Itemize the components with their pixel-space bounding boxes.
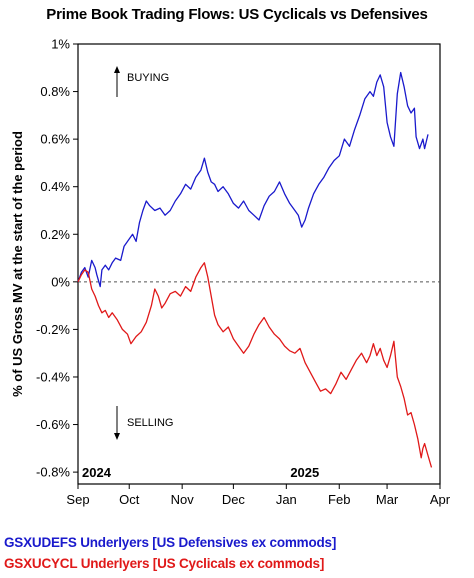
x-tick-label: Jan	[276, 492, 297, 507]
y-tick-label: -0.8%	[36, 465, 70, 480]
plot-border	[77, 43, 441, 485]
y-tick-label: -0.6%	[36, 417, 70, 432]
legend-entry-defensives: GSXUDEFS Underlyers [US Defensives ex co…	[4, 535, 337, 550]
plot-frame	[77, 43, 441, 485]
y-tick-label: 0.8%	[40, 84, 70, 99]
year-label-2024: 2024	[82, 465, 112, 480]
x-tick-label: Apr	[430, 492, 451, 507]
x-tick-label: Mar	[376, 492, 399, 507]
buying-arrow-head	[114, 66, 120, 73]
y-tick-label: 1%	[51, 37, 70, 52]
axis-ticks: 1% 0.8% 0.6% 0.4% 0.2% 0% -0.2% -0.4% -0.6% -0.8%…	[36, 37, 451, 508]
y-axis-label-group: % of US Gross MV at the start of the per…	[10, 131, 25, 397]
y-tick-label: -0.4%	[36, 369, 70, 384]
y-tick-label: 0.6%	[40, 132, 70, 147]
y-tick-label: 0%	[51, 274, 70, 289]
chart: % of US Gross MV at the start of the per…	[10, 37, 451, 508]
y-tick-label: 0.4%	[40, 179, 70, 194]
annotations: BUYING SELLING	[114, 66, 173, 440]
x-tick-label: Nov	[171, 492, 195, 507]
x-tick-label: Feb	[328, 492, 350, 507]
series-line-defensives	[77, 71, 429, 288]
y-axis-label: % of US Gross MV at the start of the per…	[10, 131, 25, 397]
buying-annotation: BUYING	[127, 72, 169, 84]
legend-entry-cyclicals: GSXUCYCL Underlyers [US Cyclicals ex com…	[4, 556, 325, 571]
series-line-cyclicals	[77, 262, 433, 468]
x-tick-label: Oct	[119, 492, 140, 507]
series-lines	[77, 71, 433, 468]
selling-arrow-head	[114, 433, 120, 440]
y-tick-label: 0.2%	[40, 227, 70, 242]
selling-annotation: SELLING	[127, 417, 173, 429]
x-tick-label: Dec	[222, 492, 246, 507]
chart-title: Prime Book Trading Flows: US Cyclicals v…	[46, 6, 428, 23]
x-tick-label: Sep	[66, 492, 89, 507]
year-label-2025: 2025	[290, 465, 319, 480]
y-tick-label: -0.2%	[36, 322, 70, 337]
